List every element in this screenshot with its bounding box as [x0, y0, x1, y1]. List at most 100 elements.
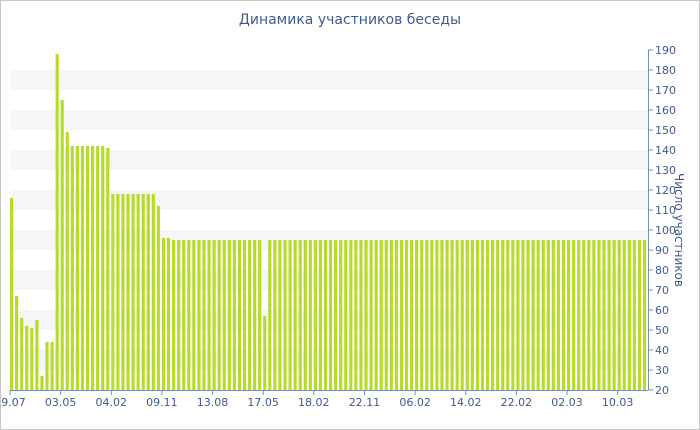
bar [85, 146, 90, 390]
bar [410, 240, 414, 390]
bar [561, 240, 566, 390]
bar [425, 240, 429, 390]
bar [172, 240, 176, 390]
bar [288, 240, 292, 390]
bar [374, 240, 378, 390]
bar [632, 240, 636, 390]
bar [440, 240, 444, 390]
y-tick-label: 90 [655, 244, 669, 257]
x-tick-label: 03.05 [45, 396, 77, 409]
x-tick-label: 06.02 [399, 396, 431, 409]
bar [247, 240, 252, 390]
bar [566, 240, 571, 390]
bar [404, 240, 409, 390]
bar [15, 296, 19, 390]
bar [75, 146, 79, 390]
bar [121, 194, 125, 390]
bar [577, 240, 581, 390]
bar [354, 240, 358, 390]
bar [420, 240, 424, 390]
bar [156, 206, 160, 390]
bar [187, 240, 191, 390]
bar [526, 240, 530, 390]
bar [329, 240, 333, 390]
y-tick-label: 60 [655, 304, 669, 317]
bar [222, 240, 226, 390]
bar [131, 194, 135, 390]
bar [106, 148, 110, 390]
bar [10, 198, 14, 390]
bar [65, 132, 69, 390]
bar [298, 240, 302, 390]
grid-band [10, 110, 648, 130]
y-tick-label: 150 [655, 124, 676, 137]
y-tick-label: 70 [655, 284, 669, 297]
bar [572, 240, 576, 390]
bar [60, 100, 64, 390]
bar [40, 376, 44, 390]
x-tick-label: 04.02 [96, 396, 128, 409]
bar [212, 240, 216, 390]
bar [339, 240, 343, 390]
bar [394, 240, 398, 390]
bar [91, 146, 95, 390]
bar [146, 194, 150, 390]
grid-band [10, 70, 648, 90]
bar [35, 320, 39, 390]
bar [642, 240, 647, 390]
bar [323, 240, 328, 390]
chart-title: Динамика участников беседы [238, 12, 462, 28]
y-tick-label: 50 [655, 324, 669, 337]
bar [232, 240, 236, 390]
bar [177, 240, 181, 390]
bar [344, 240, 348, 390]
y-tick-label: 40 [655, 344, 669, 357]
bar [415, 240, 419, 390]
bar [511, 240, 515, 390]
bar [435, 240, 439, 390]
y-tick-label: 130 [655, 164, 676, 177]
bar [551, 240, 555, 390]
bar [607, 240, 611, 390]
x-tick-label: 18.02 [298, 396, 330, 409]
bar [556, 240, 560, 390]
y-tick-label: 110 [655, 204, 676, 217]
bar [303, 240, 307, 390]
bar [313, 240, 317, 390]
bar [202, 240, 206, 390]
bar [141, 194, 145, 390]
y-tick-label: 180 [655, 64, 676, 77]
y-axis: 20 30 40 50 60 70 80 90 100 110 120 130 140 150 160 170… [648, 44, 676, 397]
bar [389, 240, 393, 390]
bar [308, 240, 312, 390]
y-tick-label: 140 [655, 144, 676, 157]
bar [470, 240, 474, 390]
bars [10, 54, 647, 390]
bar [111, 194, 115, 390]
bar [359, 240, 363, 390]
y-tick-label: 100 [655, 224, 676, 237]
y-axis-label: Число участников [672, 173, 686, 287]
y-tick-label: 30 [655, 364, 669, 377]
bar [55, 54, 59, 390]
bar [25, 326, 29, 390]
x-tick-label: 22.11 [349, 396, 381, 409]
bar [501, 240, 505, 390]
bar [116, 194, 120, 390]
bar [546, 240, 550, 390]
bar [475, 240, 479, 390]
bar [182, 240, 186, 390]
bar [126, 194, 130, 390]
y-tick-label: 20 [655, 384, 669, 397]
bar [516, 240, 520, 390]
bar [263, 316, 267, 390]
bar [455, 240, 459, 390]
bar [293, 240, 297, 390]
bar [536, 240, 540, 390]
bar [318, 240, 323, 390]
x-tick-label: 09.11 [146, 396, 178, 409]
bar [369, 240, 373, 390]
y-tick-label: 80 [655, 264, 669, 277]
bar [268, 240, 272, 390]
